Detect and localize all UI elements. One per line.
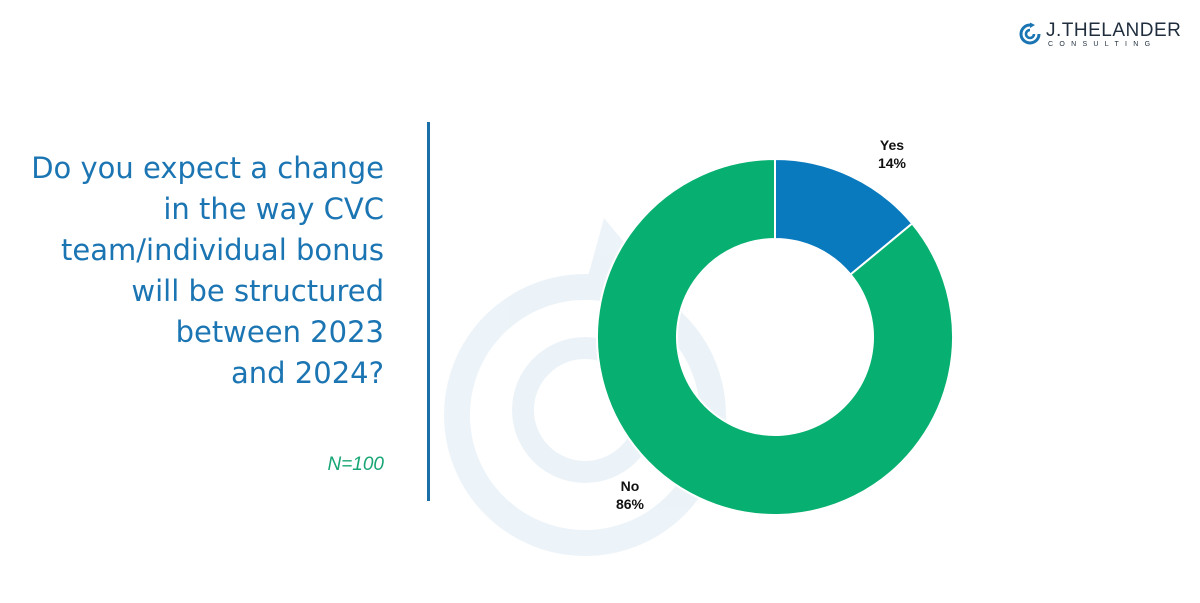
donut-slice-no <box>596 157 954 516</box>
data-label-yes: Yes 14% <box>862 136 922 172</box>
brand-name: J.THELANDER <box>1046 20 1182 41</box>
question-line: in the way CVC <box>163 192 384 226</box>
question-line: will be structured <box>131 274 384 308</box>
question-line: between 2023 <box>175 315 384 349</box>
divider-line <box>427 122 430 501</box>
donut-chart <box>596 157 954 516</box>
question-line: team/individual bonus <box>61 233 384 267</box>
swirl-icon <box>1019 22 1041 45</box>
value-label: 86% <box>615 496 645 512</box>
category-label: Yes <box>879 137 905 153</box>
question-text: Do you expect a change in the way CVC te… <box>24 148 384 394</box>
sample-size: N=100 <box>327 454 384 475</box>
brand-subtitle: CONSULTING <box>1048 41 1157 48</box>
question-line: Do you expect a change <box>31 151 384 185</box>
question-line: and 2024? <box>231 356 384 390</box>
category-label: No <box>620 478 640 494</box>
data-label-no: No 86% <box>600 477 660 513</box>
value-label: 14% <box>877 155 907 171</box>
company-logo: J.THELANDER CONSULTING <box>1018 16 1183 60</box>
